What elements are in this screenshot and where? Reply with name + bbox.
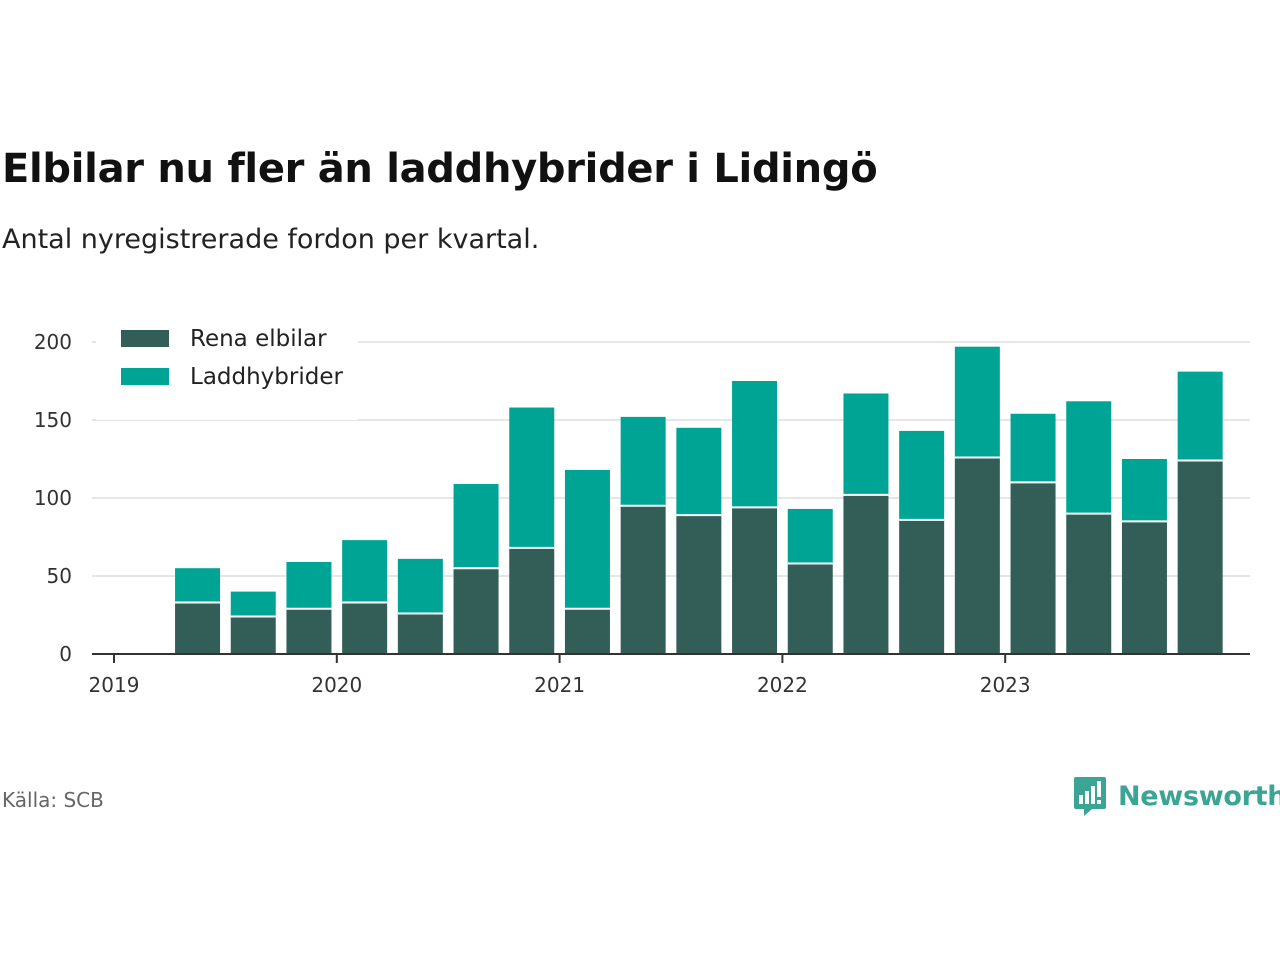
bar-rena-elbilar: [1010, 482, 1056, 654]
bar-rena-elbilar: [954, 457, 1000, 654]
bar-laddhybrider: [620, 416, 666, 506]
y-tick-label: 100: [34, 486, 72, 510]
bar-laddhybrider: [453, 483, 499, 569]
axes: 0 50 100 150 200 2019 2020 2021 2022 2023: [34, 330, 1250, 697]
bar-rena-elbilar: [397, 613, 443, 654]
y-tick-label: 50: [47, 564, 72, 588]
bar-rena-elbilar: [843, 494, 889, 654]
bar-laddhybrider: [787, 508, 833, 564]
bar-rena-elbilar: [1066, 513, 1112, 654]
bar-laddhybrider: [342, 540, 388, 603]
bar-rena-elbilar: [1121, 521, 1167, 654]
legend-label-rena-elbilar: Rena elbilar: [190, 326, 327, 352]
bar-laddhybrider: [1121, 459, 1167, 522]
bar-rena-elbilar: [732, 507, 778, 654]
newsworthy-logo: Newsworthy: [1072, 774, 1280, 818]
bar-laddhybrider: [175, 568, 221, 603]
legend-swatch-laddhybrider: [121, 368, 169, 385]
bar-rena-elbilar: [1177, 460, 1223, 654]
bar-laddhybrider: [286, 561, 332, 609]
bar-laddhybrider: [1010, 413, 1056, 483]
bar-rena-elbilar: [230, 616, 276, 654]
bar-rena-elbilar: [899, 519, 945, 654]
bar-laddhybrider: [230, 591, 276, 617]
legend-swatch-rena-elbilar: [121, 330, 169, 347]
brand-name: Newsworthy: [1118, 780, 1280, 812]
bar-laddhybrider: [509, 407, 555, 548]
bar-laddhybrider: [954, 346, 1000, 458]
x-tick-label: 2022: [757, 673, 808, 697]
bar-laddhybrider: [564, 469, 610, 609]
source-note: Källa: SCB: [2, 788, 104, 812]
x-tick-label: 2021: [534, 673, 585, 697]
newsworthy-logo-icon: [1074, 777, 1106, 816]
x-tick-label: 2019: [89, 673, 140, 697]
bar-laddhybrider: [843, 393, 889, 495]
bar-rena-elbilar: [286, 608, 332, 654]
bar-laddhybrider: [1066, 401, 1112, 514]
x-tick-label: 2020: [311, 673, 362, 697]
bars: [175, 346, 1223, 654]
legend: Rena elbilar Laddhybrider: [96, 318, 358, 420]
chart-title: Elbilar nu fler än laddhybrider i Liding…: [2, 146, 878, 192]
bar-rena-elbilar: [175, 602, 221, 654]
bar-rena-elbilar: [620, 505, 666, 654]
bar-rena-elbilar: [342, 602, 388, 654]
bar-rena-elbilar: [453, 568, 499, 654]
y-tick-label: 0: [59, 642, 72, 666]
y-tick-label: 200: [34, 330, 72, 354]
stacked-bar-chart: 0 50 100 150 200 2019 2020 2021 2022 2023 Rena el…: [34, 318, 1250, 697]
bar-laddhybrider: [1177, 371, 1223, 461]
x-tick-label: 2023: [980, 673, 1031, 697]
bar-laddhybrider: [397, 558, 443, 614]
bar-laddhybrider: [676, 427, 722, 516]
bar-rena-elbilar: [564, 608, 610, 654]
bar-rena-elbilar: [676, 515, 722, 654]
bar-rena-elbilar: [509, 547, 555, 654]
bar-laddhybrider: [732, 381, 778, 508]
y-tick-label: 150: [34, 408, 72, 432]
bar-laddhybrider: [899, 430, 945, 520]
bar-rena-elbilar: [787, 563, 833, 654]
legend-label-laddhybrider: Laddhybrider: [190, 364, 343, 390]
chart-subtitle: Antal nyregistrerade fordon per kvartal.: [2, 224, 540, 255]
